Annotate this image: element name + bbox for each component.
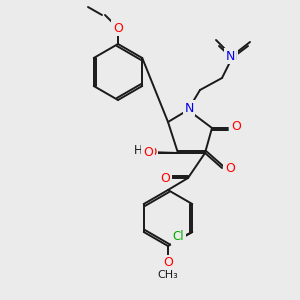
Text: O: O: [143, 146, 153, 158]
Text: CH₃: CH₃: [158, 270, 178, 280]
Text: O: O: [231, 121, 241, 134]
Text: O: O: [113, 22, 123, 34]
Text: N: N: [184, 101, 194, 115]
Text: Cl: Cl: [172, 230, 184, 244]
Text: O: O: [225, 163, 235, 176]
Text: O: O: [147, 146, 157, 158]
Text: N: N: [225, 50, 235, 62]
Text: H: H: [140, 146, 148, 158]
Text: N: N: [227, 50, 237, 62]
Text: O: O: [163, 256, 173, 269]
Text: H: H: [134, 143, 142, 157]
Text: O: O: [160, 172, 170, 184]
